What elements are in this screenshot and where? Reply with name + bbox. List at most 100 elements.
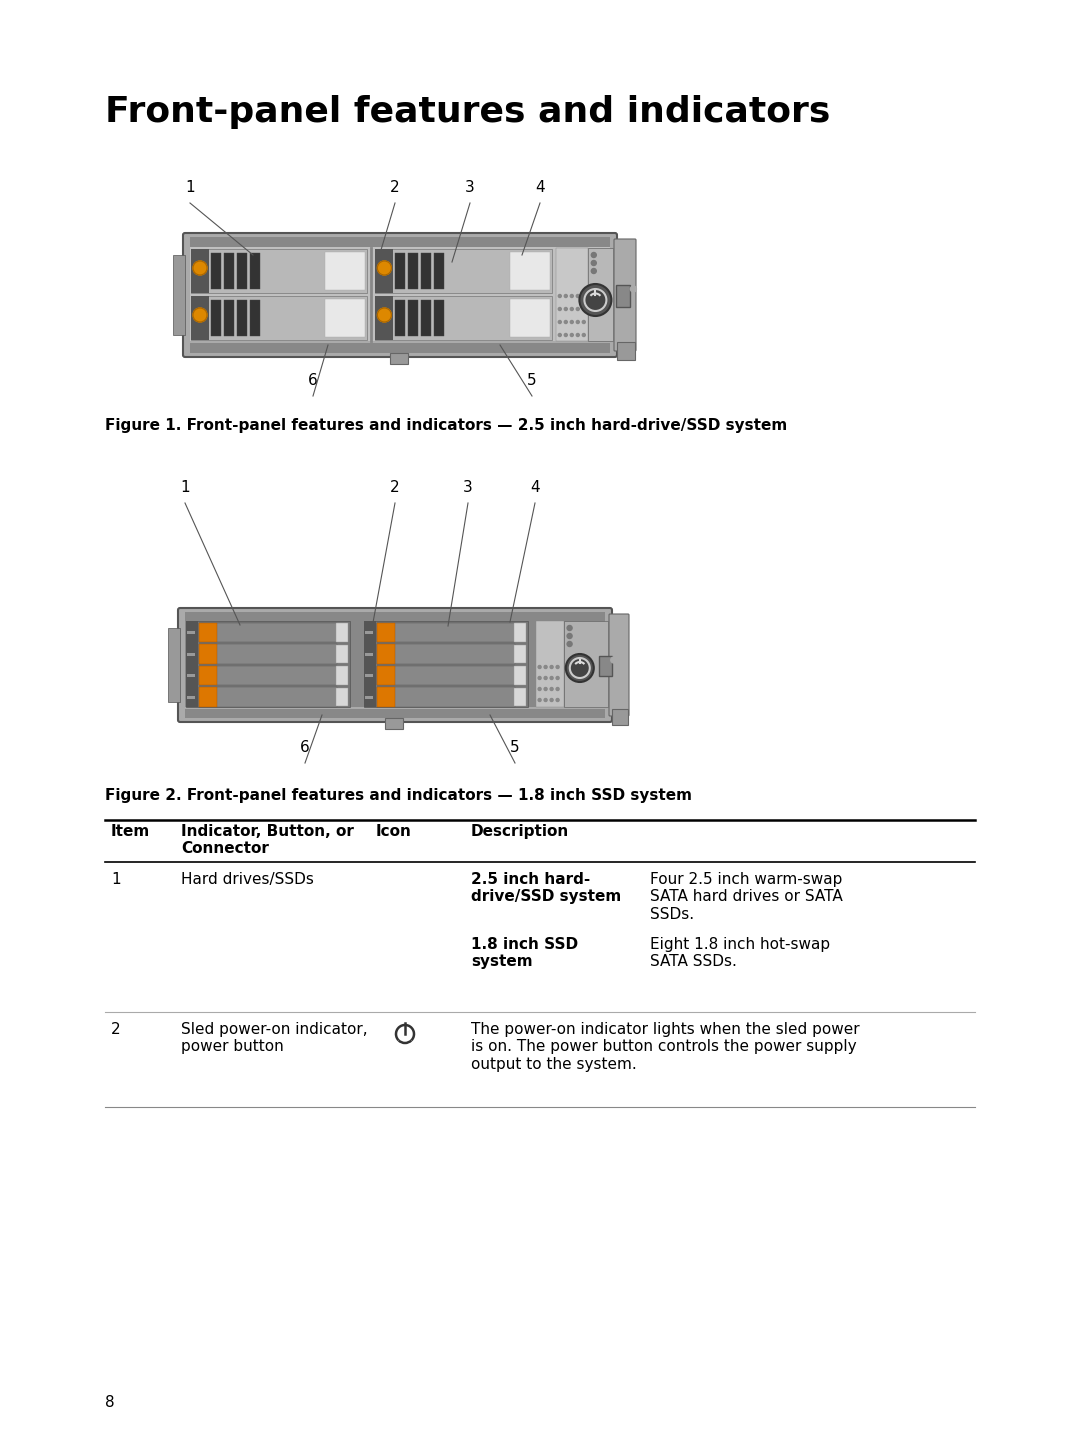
Circle shape — [570, 658, 590, 678]
Bar — [224, 252, 234, 290]
Text: Four 2.5 inch warm-swap
SATA hard drives or SATA
SSDs.: Four 2.5 inch warm-swap SATA hard drives… — [650, 872, 842, 922]
Bar — [510, 300, 550, 337]
Bar — [377, 622, 395, 642]
Circle shape — [582, 307, 585, 311]
Bar — [190, 247, 610, 341]
Bar — [168, 628, 180, 701]
Bar — [617, 285, 631, 307]
Circle shape — [570, 307, 573, 311]
Bar — [325, 252, 365, 290]
Circle shape — [567, 634, 572, 638]
Circle shape — [592, 252, 596, 258]
Circle shape — [582, 294, 585, 297]
Circle shape — [564, 307, 567, 311]
Circle shape — [538, 665, 541, 668]
Circle shape — [577, 321, 579, 324]
Circle shape — [582, 321, 585, 324]
Circle shape — [558, 307, 562, 311]
Bar — [377, 644, 514, 664]
Circle shape — [556, 677, 559, 680]
Circle shape — [550, 687, 553, 691]
Text: 6: 6 — [308, 373, 318, 389]
Circle shape — [570, 321, 573, 324]
Text: 4: 4 — [536, 181, 544, 195]
Bar — [336, 622, 348, 641]
Bar — [434, 300, 444, 336]
Bar — [191, 250, 367, 293]
Circle shape — [558, 334, 562, 337]
Bar — [191, 295, 367, 340]
Circle shape — [570, 334, 573, 337]
Bar — [612, 708, 627, 726]
Bar — [510, 252, 550, 290]
Bar — [199, 687, 337, 707]
Text: Hard drives/SSDs: Hard drives/SSDs — [181, 872, 314, 888]
Bar — [598, 655, 611, 675]
Circle shape — [556, 687, 559, 691]
Circle shape — [592, 261, 596, 265]
Text: 4: 4 — [530, 480, 540, 495]
FancyBboxPatch shape — [183, 232, 617, 357]
Circle shape — [579, 284, 611, 315]
Circle shape — [577, 307, 579, 311]
Circle shape — [193, 261, 207, 275]
FancyBboxPatch shape — [178, 608, 612, 721]
Circle shape — [566, 654, 594, 683]
Bar — [377, 665, 514, 685]
Circle shape — [564, 334, 567, 337]
Circle shape — [550, 698, 553, 701]
Bar — [408, 252, 418, 290]
Bar — [376, 250, 552, 293]
Text: 1: 1 — [185, 181, 194, 195]
Bar — [187, 631, 195, 634]
Circle shape — [558, 321, 562, 324]
Circle shape — [538, 677, 541, 680]
Bar — [336, 665, 348, 684]
Text: Figure 2. Front-panel features and indicators — 1.8 inch SSD system: Figure 2. Front-panel features and indic… — [105, 789, 692, 803]
Bar — [185, 612, 605, 621]
Bar — [211, 300, 221, 336]
Bar — [377, 687, 514, 707]
Bar — [187, 674, 195, 677]
Circle shape — [377, 308, 391, 323]
Bar — [186, 621, 350, 707]
Circle shape — [584, 290, 606, 311]
Bar — [376, 295, 393, 340]
Circle shape — [577, 294, 579, 297]
Text: 6: 6 — [300, 740, 310, 754]
Bar — [564, 621, 608, 707]
Bar — [187, 695, 195, 698]
Circle shape — [550, 665, 553, 668]
FancyBboxPatch shape — [615, 239, 636, 351]
Bar — [237, 252, 247, 290]
Bar — [185, 708, 605, 718]
Bar — [514, 687, 526, 706]
Bar — [237, 300, 247, 336]
Bar — [434, 252, 444, 290]
Text: The power-on indicator lights when the sled power
is on. The power button contro: The power-on indicator lights when the s… — [471, 1022, 860, 1071]
Text: 1.8 inch SSD
system: 1.8 inch SSD system — [471, 936, 578, 969]
Text: Item: Item — [111, 825, 150, 839]
Bar — [617, 341, 635, 360]
Text: 8: 8 — [105, 1395, 114, 1410]
Text: Front-panel features and indicators: Front-panel features and indicators — [105, 95, 831, 129]
Bar — [199, 644, 217, 664]
Bar — [395, 300, 405, 336]
Circle shape — [564, 294, 567, 297]
Bar — [514, 665, 526, 684]
Bar — [249, 252, 260, 290]
Bar — [199, 622, 217, 642]
Text: Indicator, Button, or
Connector: Indicator, Button, or Connector — [181, 825, 354, 856]
Circle shape — [544, 677, 548, 680]
Circle shape — [577, 334, 579, 337]
FancyBboxPatch shape — [609, 614, 629, 716]
Circle shape — [631, 285, 636, 293]
Bar — [536, 621, 564, 707]
Circle shape — [538, 687, 541, 691]
Bar — [377, 622, 514, 642]
Text: Figure 1. Front-panel features and indicators — 2.5 inch hard-drive/SSD system: Figure 1. Front-panel features and indic… — [105, 417, 787, 433]
Bar — [365, 652, 373, 655]
Bar — [199, 644, 337, 664]
Bar — [556, 248, 588, 341]
Circle shape — [377, 261, 391, 275]
